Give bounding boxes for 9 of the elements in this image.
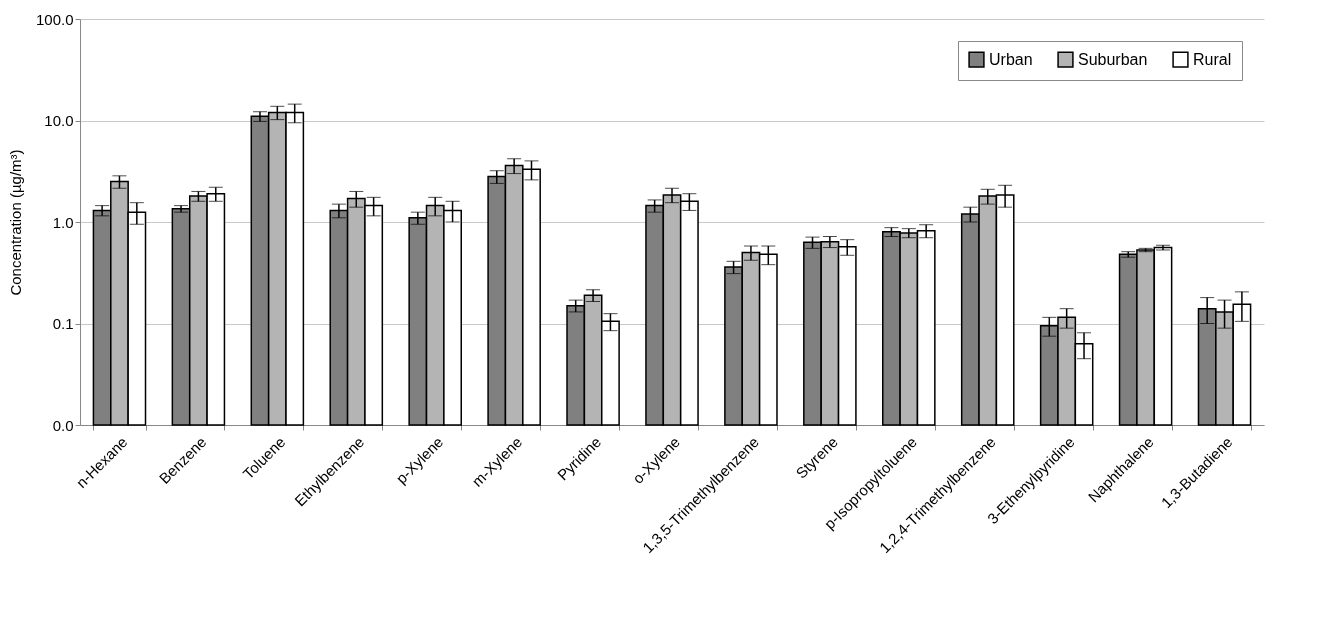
y-tick-label: 0.0 [52,416,74,434]
legend-label: Suburban [1078,50,1148,68]
y-tick-label: 10.0 [44,112,74,129]
y-axis-title: Concentration (µg/m³) [6,149,24,296]
legend-label: Rural [1193,50,1232,68]
y-tick-label: 100.0 [35,10,74,28]
y-tick-label: 1.0 [52,213,74,231]
y-tick-label: 0.1 [52,315,74,332]
legend-label: Urban [989,50,1033,68]
